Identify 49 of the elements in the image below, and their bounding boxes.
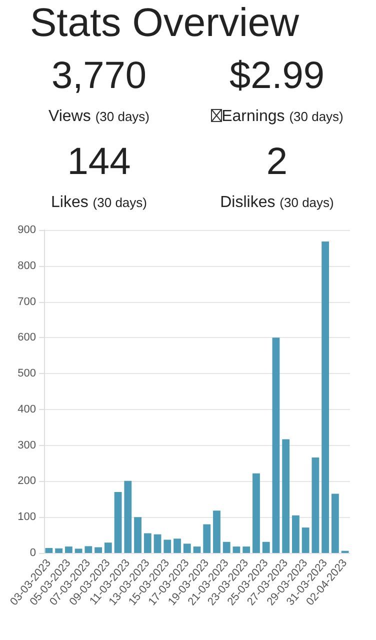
bar (174, 538, 181, 553)
bar (292, 515, 300, 553)
bar (84, 546, 92, 553)
y-tick-label: 900 (18, 224, 36, 236)
bar (164, 540, 172, 553)
text: 2 (265, 140, 289, 184)
text: Stats Overview (30, 0, 300, 46)
y-tick-label: 400 (18, 403, 36, 416)
bar (302, 528, 310, 553)
bar (242, 546, 250, 553)
y-tick-label: 600 (18, 332, 36, 344)
bar (144, 533, 152, 553)
bar (312, 458, 320, 553)
bar (222, 542, 230, 553)
text: Dislikes (30 days) (219, 194, 335, 212)
y-tick-label: 300 (18, 439, 36, 452)
text: 3,770 (50, 54, 148, 98)
y-tick-label: 700 (18, 296, 36, 308)
bar (193, 546, 201, 553)
y-tick-label: 200 (18, 475, 36, 488)
text: Earnings (30 days) (220, 108, 344, 126)
bar (183, 544, 191, 553)
bar (64, 546, 72, 553)
bar (203, 524, 211, 553)
bar (104, 542, 112, 553)
text: $2.99 (228, 54, 326, 98)
bar (154, 534, 162, 553)
bar (74, 548, 82, 553)
bar (272, 338, 280, 553)
bar (213, 510, 220, 553)
bar (252, 473, 260, 553)
bar (262, 542, 270, 553)
y-tick-label: 100 (18, 511, 36, 524)
y-tick-label: 0 (30, 547, 36, 559)
bar (134, 517, 142, 553)
bar (331, 494, 339, 553)
text: Views (30 days) (47, 108, 151, 126)
text: 144 (66, 140, 132, 184)
bar (124, 480, 132, 553)
bar (45, 548, 53, 553)
bar (232, 546, 240, 553)
bar (282, 439, 290, 553)
y-tick-label: 500 (18, 368, 36, 380)
bar (322, 241, 330, 553)
bar (94, 547, 102, 553)
bar (55, 548, 63, 553)
text: Likes (30 days) (50, 194, 148, 212)
bar (114, 492, 122, 553)
y-tick-label: 800 (18, 260, 36, 272)
